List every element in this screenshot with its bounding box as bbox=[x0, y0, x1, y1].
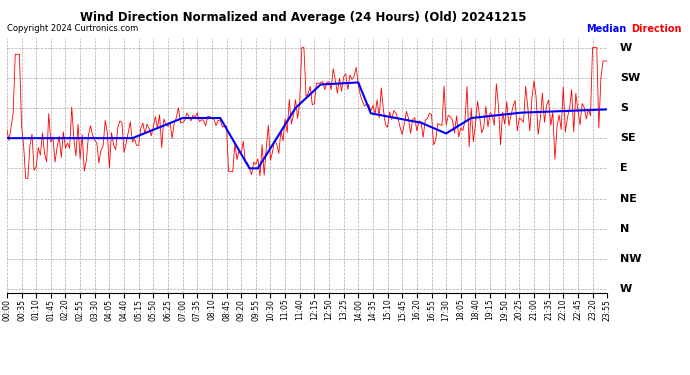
Text: Copyright 2024 Curtronics.com: Copyright 2024 Curtronics.com bbox=[7, 24, 138, 33]
Text: Direction: Direction bbox=[631, 24, 682, 34]
Text: E: E bbox=[620, 164, 628, 173]
Text: NE: NE bbox=[620, 194, 637, 204]
Text: NW: NW bbox=[620, 254, 642, 264]
Text: S: S bbox=[620, 103, 628, 113]
Text: SE: SE bbox=[620, 133, 635, 143]
Text: SW: SW bbox=[620, 73, 640, 83]
Text: Median: Median bbox=[586, 24, 627, 34]
Text: Wind Direction Normalized and Average (24 Hours) (Old) 20241215: Wind Direction Normalized and Average (2… bbox=[80, 11, 527, 24]
Text: N: N bbox=[620, 224, 629, 234]
Text: W: W bbox=[620, 43, 633, 52]
Text: W: W bbox=[620, 284, 633, 294]
